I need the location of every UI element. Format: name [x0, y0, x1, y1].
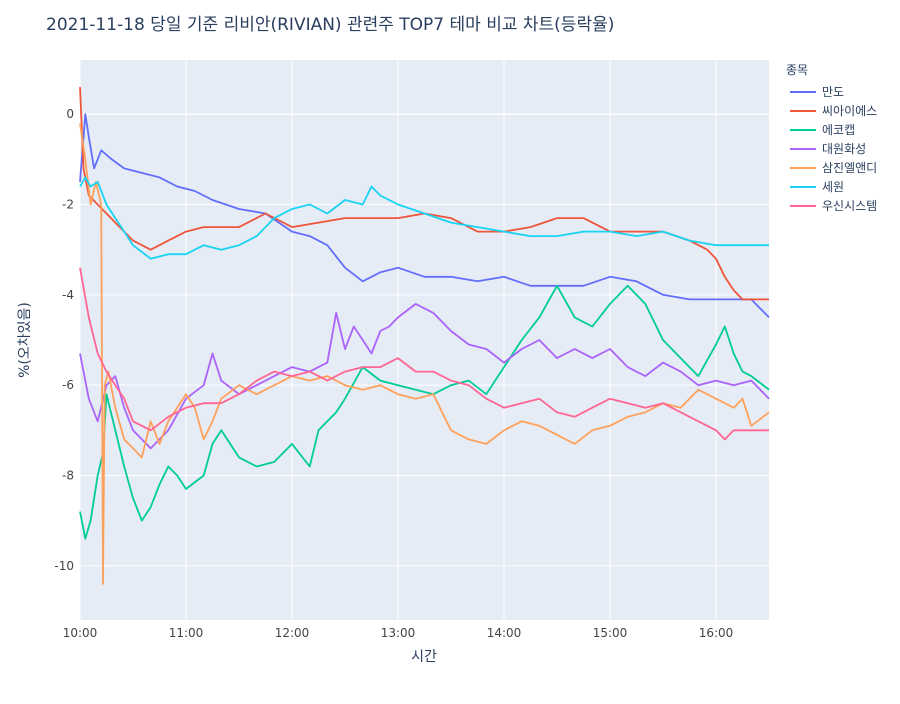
plot-area[interactable] — [80, 60, 769, 620]
series-line-1[interactable] — [79, 113, 770, 319]
series-line-5[interactable] — [79, 123, 770, 585]
legend-item-5[interactable]: 삼진엘앤디 — [790, 161, 877, 175]
x-axis-label: 시간 — [411, 649, 437, 665]
y-tick-label: -6 — [62, 378, 74, 392]
legend-label: 에코캡 — [822, 123, 855, 137]
y-axis-label: %(오차있음) — [17, 302, 33, 378]
x-tick-label: 15:00 — [593, 626, 628, 640]
y-tick-label: -2 — [62, 198, 74, 212]
x-tick-label: 12:00 — [275, 626, 310, 640]
y-gridlines — [80, 113, 769, 567]
legend-item-7[interactable]: 우신시스템 — [790, 199, 877, 213]
x-tick-label: 11:00 — [169, 626, 204, 640]
y-tick-label: -10 — [54, 559, 74, 573]
legend-item-3[interactable]: 에코캡 — [790, 123, 855, 137]
x-tick-label: 13:00 — [381, 626, 416, 640]
legend-label: 삼진엘앤디 — [822, 161, 877, 175]
chart-title: 2021-11-18 당일 기준 리비안(RIVIAN) 관련주 TOP7 테마… — [46, 15, 614, 35]
x-axis-ticks: 10:00 11:00 12:00 13:00 14:00 15:00 16:00 — [63, 626, 734, 640]
series-line-4[interactable] — [79, 303, 770, 450]
y-tick-label: -4 — [62, 288, 74, 302]
y-axis-ticks: 0 -2 -4 -6 -8 -10 — [54, 107, 74, 573]
legend-label: 만도 — [822, 85, 844, 99]
legend-item-4[interactable]: 대원화성 — [790, 142, 866, 156]
legend-label: 우신시스템 — [822, 199, 877, 213]
x-tick-label: 10:00 — [63, 626, 98, 640]
legend-item-6[interactable]: 세원 — [790, 180, 844, 194]
legend-title: 종목 — [786, 63, 808, 77]
legend-item-1[interactable]: 만도 — [790, 85, 844, 99]
y-tick-label: -8 — [62, 468, 74, 482]
legend-label: 세원 — [822, 180, 844, 194]
series-line-6[interactable] — [79, 176, 769, 260]
x-tick-label: 14:00 — [487, 626, 522, 640]
legend-label: 대원화성 — [822, 142, 866, 156]
series-line-3[interactable] — [79, 284, 770, 540]
x-gridlines — [79, 60, 717, 620]
x-tick-label: 16:00 — [699, 626, 734, 640]
legend-label: 씨아이에스 — [822, 104, 877, 118]
series-lines — [79, 87, 770, 585]
y-tick-label: 0 — [66, 107, 74, 121]
series-line-7[interactable] — [79, 267, 769, 441]
legend-item-2[interactable]: 씨아이에스 — [790, 104, 877, 118]
